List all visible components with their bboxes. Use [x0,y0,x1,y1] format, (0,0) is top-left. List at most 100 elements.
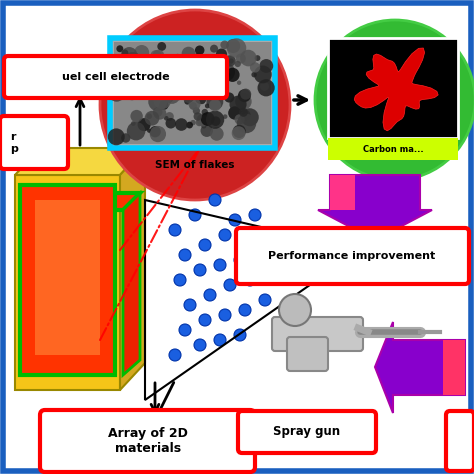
Circle shape [201,124,213,137]
FancyBboxPatch shape [446,411,474,471]
Circle shape [189,209,201,221]
Polygon shape [20,185,115,375]
Circle shape [211,116,220,126]
Circle shape [195,46,204,55]
Circle shape [232,126,246,140]
Circle shape [127,122,146,140]
Circle shape [219,229,231,241]
Circle shape [229,96,246,113]
Circle shape [235,114,245,125]
Circle shape [197,113,210,127]
Circle shape [154,107,166,119]
Circle shape [153,74,170,91]
Circle shape [131,121,136,126]
Circle shape [165,94,173,102]
Circle shape [259,229,271,241]
Polygon shape [318,175,355,210]
Circle shape [159,100,169,110]
Circle shape [190,102,197,109]
Circle shape [179,249,191,261]
Circle shape [209,194,221,206]
Circle shape [223,114,228,119]
FancyBboxPatch shape [4,56,227,98]
Circle shape [141,71,160,90]
Circle shape [257,79,275,96]
Circle shape [121,49,128,56]
Circle shape [190,67,208,86]
Circle shape [228,106,242,119]
Circle shape [121,70,137,86]
Circle shape [201,112,215,126]
Circle shape [239,304,251,316]
Circle shape [148,92,167,111]
Circle shape [239,234,251,246]
Circle shape [195,92,207,104]
Circle shape [134,45,149,60]
FancyBboxPatch shape [238,411,376,453]
Circle shape [193,112,202,121]
Circle shape [259,294,271,306]
Circle shape [175,118,188,131]
Circle shape [259,59,273,73]
Circle shape [196,119,203,126]
Polygon shape [123,193,140,375]
Circle shape [121,57,134,70]
Circle shape [184,299,196,311]
Circle shape [254,65,272,83]
Circle shape [188,62,195,69]
Circle shape [205,103,210,109]
Circle shape [174,91,183,100]
Polygon shape [15,175,120,390]
Wedge shape [355,53,396,75]
Circle shape [219,309,231,321]
Circle shape [182,47,195,61]
Circle shape [226,68,240,82]
Circle shape [121,133,130,143]
Circle shape [167,79,180,91]
Text: Spray gun: Spray gun [273,426,340,438]
Circle shape [216,63,235,82]
Circle shape [150,50,162,62]
Circle shape [175,54,180,59]
Circle shape [183,92,194,103]
Circle shape [137,118,151,131]
FancyBboxPatch shape [236,228,469,284]
Circle shape [228,58,234,64]
Polygon shape [15,148,145,175]
Circle shape [279,294,311,326]
Circle shape [209,99,221,111]
Text: uel cell electrode: uel cell electrode [62,72,170,82]
Circle shape [238,89,251,102]
Circle shape [160,55,171,65]
Circle shape [176,79,190,92]
Circle shape [147,128,151,133]
Circle shape [241,108,259,126]
Circle shape [201,87,215,100]
Circle shape [236,54,246,64]
Circle shape [213,54,229,71]
Circle shape [227,38,246,58]
Circle shape [199,239,211,251]
FancyBboxPatch shape [328,38,458,138]
Circle shape [216,48,227,60]
Circle shape [229,214,241,226]
Circle shape [237,114,256,133]
Circle shape [197,55,205,64]
Wedge shape [144,47,196,75]
FancyBboxPatch shape [272,317,363,351]
Circle shape [153,50,164,62]
Circle shape [153,91,171,109]
Circle shape [159,46,163,50]
Circle shape [249,209,261,221]
Circle shape [274,244,286,256]
Text: Carbon ma...: Carbon ma... [363,145,423,154]
Circle shape [146,113,152,119]
Circle shape [150,126,166,142]
Circle shape [184,98,191,105]
Circle shape [174,274,186,286]
Circle shape [165,112,174,121]
Circle shape [169,349,181,361]
Circle shape [206,110,224,129]
Polygon shape [28,193,140,210]
Circle shape [255,55,260,61]
